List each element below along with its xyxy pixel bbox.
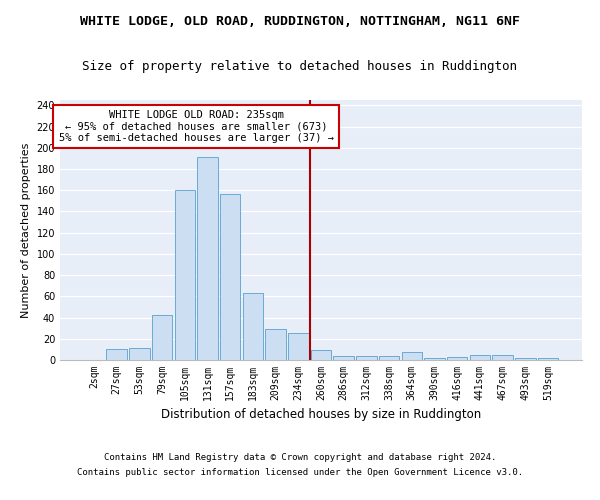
Bar: [447, 357, 467, 360]
Text: WHITE LODGE OLD ROAD: 235sqm
← 95% of detached houses are smaller (673)
5% of se: WHITE LODGE OLD ROAD: 235sqm ← 95% of de…: [59, 110, 334, 143]
Text: Size of property relative to detached houses in Ruddington: Size of property relative to detached ho…: [83, 60, 517, 73]
Bar: [334, 356, 354, 360]
Bar: [220, 194, 241, 360]
Bar: [265, 329, 286, 360]
Bar: [356, 356, 377, 360]
Bar: [379, 356, 400, 360]
Text: Contains public sector information licensed under the Open Government Licence v3: Contains public sector information licen…: [77, 468, 523, 477]
Bar: [311, 350, 331, 360]
Bar: [129, 348, 149, 360]
Bar: [515, 358, 536, 360]
Bar: [424, 358, 445, 360]
Bar: [106, 350, 127, 360]
Y-axis label: Number of detached properties: Number of detached properties: [21, 142, 31, 318]
Bar: [175, 190, 195, 360]
Bar: [538, 358, 558, 360]
Text: WHITE LODGE, OLD ROAD, RUDDINGTON, NOTTINGHAM, NG11 6NF: WHITE LODGE, OLD ROAD, RUDDINGTON, NOTTI…: [80, 15, 520, 28]
Bar: [401, 352, 422, 360]
Bar: [152, 316, 172, 360]
Bar: [470, 354, 490, 360]
X-axis label: Distribution of detached houses by size in Ruddington: Distribution of detached houses by size …: [161, 408, 481, 422]
Bar: [242, 293, 263, 360]
Text: Contains HM Land Registry data © Crown copyright and database right 2024.: Contains HM Land Registry data © Crown c…: [104, 453, 496, 462]
Bar: [493, 354, 513, 360]
Bar: [288, 334, 308, 360]
Bar: [197, 158, 218, 360]
